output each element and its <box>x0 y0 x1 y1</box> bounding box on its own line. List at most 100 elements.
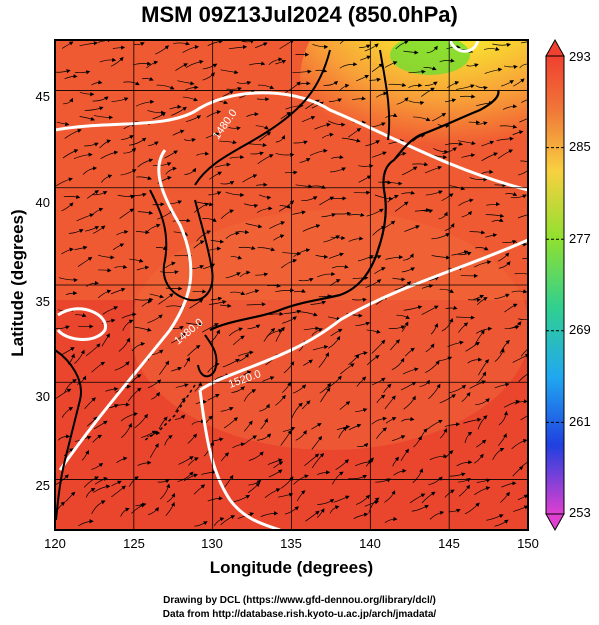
streamline <box>298 81 311 86</box>
streamline <box>458 484 471 497</box>
colorbar-tick-label: 261 <box>569 414 591 429</box>
streamline <box>280 429 292 446</box>
streamline <box>385 417 397 424</box>
streamline <box>194 521 208 527</box>
streamline <box>209 300 227 305</box>
x-tick-label: 140 <box>359 536 381 551</box>
streamline <box>427 419 443 430</box>
streamline <box>408 83 423 88</box>
streamline <box>246 112 259 118</box>
streamline <box>112 243 125 251</box>
streamline <box>269 311 284 316</box>
streamline <box>404 347 415 357</box>
streamline <box>92 207 104 216</box>
streamline <box>283 361 295 374</box>
streamline <box>521 460 528 467</box>
streamline <box>259 403 270 412</box>
credit-data: Data from http://database.rish.kyoto-u.a… <box>162 609 437 620</box>
streamline <box>220 452 230 462</box>
streamline <box>514 399 528 405</box>
y-axis-label: Latitude (degrees) <box>8 209 27 357</box>
streamline <box>311 422 322 430</box>
streamline <box>335 459 349 470</box>
streamline <box>384 516 398 523</box>
temperature-field <box>55 40 528 530</box>
streamline <box>257 247 276 252</box>
streamline <box>348 236 364 242</box>
streamline <box>264 488 281 499</box>
streamline <box>294 288 306 293</box>
streamline <box>56 69 71 74</box>
streamline <box>110 402 130 408</box>
streamline <box>222 90 234 97</box>
streamline <box>282 251 302 256</box>
streamline <box>131 341 146 352</box>
streamline <box>476 478 491 483</box>
streamline <box>77 256 93 267</box>
streamline <box>494 293 510 299</box>
streamline <box>449 508 461 513</box>
x-tick-label: 120 <box>44 536 66 551</box>
streamline <box>202 72 215 81</box>
x-tick-label: 135 <box>280 536 302 551</box>
streamline <box>321 132 334 139</box>
streamline <box>79 116 95 121</box>
streamline <box>366 208 384 217</box>
streamline <box>117 194 136 199</box>
streamline <box>412 133 426 142</box>
streamline <box>74 349 85 364</box>
streamline <box>93 115 114 120</box>
streamline <box>114 264 128 269</box>
streamline <box>492 447 505 460</box>
streamline <box>269 221 286 229</box>
streamline <box>267 458 283 465</box>
streamline <box>371 416 388 425</box>
streamline <box>293 474 309 485</box>
streamline <box>255 182 268 187</box>
streamline <box>151 349 164 356</box>
streamline <box>155 45 169 55</box>
streamline <box>360 55 372 61</box>
streamline <box>247 324 261 330</box>
streamline <box>268 469 283 478</box>
streamline <box>498 252 510 262</box>
streamline <box>319 196 335 206</box>
streamline <box>292 210 307 215</box>
streamline <box>444 223 455 231</box>
streamline <box>182 45 200 53</box>
streamline <box>78 519 94 527</box>
streamline <box>311 452 325 469</box>
streamline <box>317 498 335 505</box>
streamline <box>315 68 328 73</box>
streamline <box>110 287 126 295</box>
streamline <box>486 202 501 207</box>
streamline <box>220 69 239 75</box>
streamline <box>348 128 362 138</box>
streamline <box>93 420 108 430</box>
streamline <box>98 268 112 273</box>
streamline <box>111 97 129 102</box>
streamline <box>123 147 137 154</box>
streamline <box>301 400 311 410</box>
streamline <box>486 514 504 521</box>
streamline <box>492 42 511 48</box>
streamline <box>260 511 279 517</box>
streamline <box>388 325 406 330</box>
streamline <box>425 343 435 353</box>
streamline <box>228 327 243 337</box>
streamline <box>445 305 458 310</box>
y-tick-label: 45 <box>35 89 50 104</box>
streamline <box>74 245 88 251</box>
streamline <box>451 250 469 256</box>
streamline <box>426 45 438 54</box>
streamline <box>146 223 161 233</box>
streamline <box>92 434 103 443</box>
streamline <box>184 167 197 175</box>
streamline <box>394 201 409 212</box>
streamline <box>65 291 78 296</box>
streamline <box>209 246 222 251</box>
streamline <box>134 413 148 429</box>
streamline <box>384 61 398 68</box>
streamline <box>97 254 115 260</box>
